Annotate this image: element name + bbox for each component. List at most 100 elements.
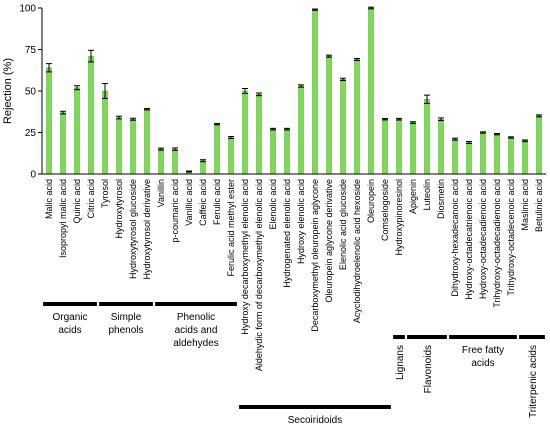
category-label-15: Hydroxy decarboxymethyl elenolic acid <box>240 179 250 335</box>
category-label-23: Acyclodihydroelenolic acid hexoside <box>352 179 362 323</box>
category-label-13: Ferulic acid <box>212 179 222 225</box>
bar-9 <box>158 148 164 175</box>
group-6: Flavonoids <box>407 335 447 393</box>
bar-32 <box>480 132 486 175</box>
bar-20 <box>312 9 318 175</box>
category-label-9: Vanillin <box>156 179 166 207</box>
bar-31 <box>466 142 472 175</box>
error-bar-21 <box>326 54 332 58</box>
error-bar-7 <box>130 117 136 121</box>
bar-24 <box>368 7 374 175</box>
error-bars-layer <box>46 6 542 173</box>
bar-26 <box>396 118 402 175</box>
category-label-27: Apigenin <box>408 179 418 214</box>
error-bar-26 <box>396 117 402 121</box>
category-label-24: Oleuropein <box>366 179 376 223</box>
bar-1 <box>46 67 52 175</box>
error-bar-2 <box>60 110 66 115</box>
category-label-33: Trihydroxy-octadecadienoic acid <box>492 179 502 308</box>
bar-36 <box>536 115 542 175</box>
group-4: Secoiridoids <box>239 405 391 426</box>
error-bar-23 <box>354 57 360 61</box>
group-bracket <box>519 335 545 339</box>
group-label-line: acids <box>471 358 494 369</box>
category-label-3: Quinic acid <box>72 179 82 224</box>
bars-layer <box>46 7 542 175</box>
category-label-22: Elenolic acid glucoside <box>338 179 348 270</box>
bar-12 <box>200 160 206 175</box>
error-bar-27 <box>410 121 416 124</box>
category-label-6: Hydroxytyrosol <box>114 179 124 239</box>
group-label-line: Phenolic <box>177 312 215 323</box>
bar-21 <box>326 55 332 175</box>
group-label-line: Simple <box>111 312 142 323</box>
category-label-4: Citric acid <box>86 179 96 219</box>
group-label-line: acids <box>58 325 81 336</box>
error-bar-4 <box>88 49 94 63</box>
bar-6 <box>116 117 122 175</box>
category-label-2: Isopropyl malic acid <box>58 179 68 258</box>
category-label-35: Maslinic acid <box>520 179 530 231</box>
category-label-16: Aldehydic form of decarboxymethyl elenol… <box>254 179 264 371</box>
bar-29 <box>438 118 444 175</box>
category-label-14: Ferulic acid methyl ester <box>226 179 236 277</box>
error-bar-22 <box>340 77 346 82</box>
bar-25 <box>382 118 388 175</box>
category-label-32: Hydroxy-octadecadienoic acid <box>478 179 488 299</box>
bar-23 <box>354 59 360 175</box>
bar-22 <box>340 79 346 175</box>
group-2: Simple phenols <box>99 302 153 336</box>
bar-4 <box>88 55 94 175</box>
group-label-line: aldehydes <box>173 338 219 349</box>
category-label-36: Betulinic acid <box>534 179 544 232</box>
group-label-line: acids and <box>175 325 218 336</box>
category-label-21: Oleuropein aglycone derivative <box>324 179 334 303</box>
category-label-25: Comselogoside <box>380 179 390 241</box>
error-bar-13 <box>214 123 220 126</box>
bar-30 <box>452 138 458 175</box>
error-bar-3 <box>74 85 80 91</box>
y-tick-label-25: 25 <box>25 128 37 139</box>
group-brackets-layer: Organic acids Simple phenols Phenolic acids a… <box>43 302 545 426</box>
error-bar-1 <box>46 63 52 73</box>
error-bar-36 <box>536 114 542 118</box>
bar-35 <box>522 140 528 175</box>
bar-34 <box>508 137 514 175</box>
error-bar-18 <box>284 127 290 131</box>
category-label-11: Vanillic acid <box>184 179 194 226</box>
category-label-26: Hydroxypinoresinol <box>394 179 404 256</box>
group-label: Lignans <box>395 345 406 380</box>
category-labels-layer: Malic acid Isopropyl malic acid Quinic aci… <box>44 179 544 371</box>
error-bar-33 <box>494 132 500 136</box>
group-label-line: Secoiridoids <box>288 415 342 426</box>
category-label-10: p-coumaric acid <box>170 179 180 243</box>
category-label-7: Hydroxytyrosol glucoside <box>128 179 138 279</box>
group-bracket <box>449 335 517 339</box>
error-bar-24 <box>368 6 374 10</box>
category-label-12: Caffeic acid <box>198 179 208 226</box>
error-bar-17 <box>270 127 276 131</box>
bar-8 <box>144 109 150 175</box>
group-7: Free fatty acids <box>449 335 517 369</box>
group-bracket <box>407 335 447 339</box>
category-label-17: Elenolic acid <box>268 179 278 230</box>
group-label-line: Free fatty <box>462 345 504 356</box>
error-bar-5 <box>102 83 108 99</box>
error-bar-14 <box>228 135 234 139</box>
bar-7 <box>130 118 136 175</box>
group-bracket <box>99 302 153 306</box>
y-tick-label-100: 100 <box>19 4 36 15</box>
group-bracket <box>393 335 405 339</box>
group-label: Flavonoids <box>423 345 434 393</box>
bar-27 <box>410 122 416 175</box>
bar-18 <box>284 128 290 175</box>
group-8: Triterpenic acids <box>519 335 545 418</box>
bar-28 <box>424 99 430 175</box>
bar-15 <box>242 90 248 175</box>
category-label-8: Hydroxytyrosol derivative <box>142 179 152 280</box>
error-bar-15 <box>242 88 248 94</box>
category-label-20: Decarboxymethyl oleuropein aglycone <box>310 179 320 332</box>
group-label: Triterpenic acids <box>528 345 539 418</box>
y-axis-label: Rejection (%) <box>2 58 14 124</box>
